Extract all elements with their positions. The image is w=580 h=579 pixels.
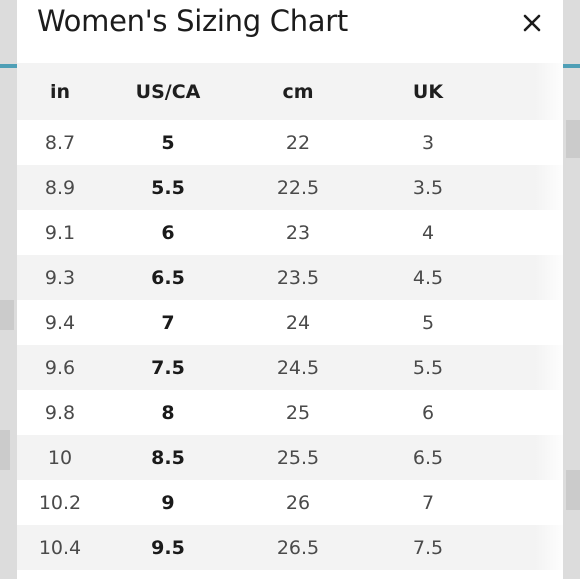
table-row: 8.7 5 22 3: [17, 120, 563, 165]
cell-us-ca: 9: [161, 491, 175, 514]
table-row: 9.3 6.5 23.5 4.5: [17, 255, 563, 300]
cell-in: 10: [47, 446, 73, 469]
table-row: 9.8 8 25 6: [17, 390, 563, 435]
cell-in: 9.1: [44, 221, 76, 244]
cell-us-ca: 5.5: [151, 176, 185, 199]
cell-overflow: [493, 525, 563, 570]
cell-cm: 22: [285, 131, 311, 154]
cell-uk: 5.5: [412, 356, 444, 379]
cell-us-ca: 5: [161, 131, 175, 154]
cell-uk: 6.5: [412, 446, 444, 469]
cell-cm: 24.5: [276, 356, 320, 379]
cell-us-ca: 8: [161, 401, 175, 424]
cell-cm: 24: [285, 311, 311, 334]
cell-overflow: [493, 120, 563, 165]
cell-us-ca: 7.5: [151, 356, 185, 379]
cell-overflow: [493, 300, 563, 345]
background-element: [566, 120, 580, 158]
table-row: 10.4 9.5 26.5 7.5: [17, 525, 563, 570]
cell-overflow: [493, 210, 563, 255]
column-header-uk: UK: [412, 80, 444, 103]
cell-uk: 4: [421, 221, 435, 244]
cell-overflow: [493, 345, 563, 390]
cell-overflow: [493, 480, 563, 525]
close-icon: [523, 14, 541, 32]
cell-us-ca: 7: [161, 311, 175, 334]
background-element: [0, 430, 10, 470]
sizing-table: in US/CA cm UK 8.7 5 22 3 8.9 5.5 22.5 3.5 9.1 6 2…: [17, 63, 563, 570]
table-row: 8.9 5.5 22.5 3.5: [17, 165, 563, 210]
cell-overflow: [493, 390, 563, 435]
cell-cm: 23: [285, 221, 311, 244]
column-header-us-ca: US/CA: [135, 80, 201, 103]
table-row: 9.4 7 24 5: [17, 300, 563, 345]
table-row: 9.6 7.5 24.5 5.5: [17, 345, 563, 390]
table-row: 10 8.5 25.5 6.5: [17, 435, 563, 480]
cell-uk: 5: [421, 311, 435, 334]
cell-uk: 3.5: [412, 176, 444, 199]
cell-cm: 25.5: [276, 446, 320, 469]
column-header-overflow: [493, 63, 563, 120]
cell-uk: 6: [421, 401, 435, 424]
cell-in: 9.8: [44, 401, 76, 424]
cell-in: 8.9: [44, 176, 76, 199]
cell-cm: 25: [285, 401, 311, 424]
cell-cm: 26: [285, 491, 311, 514]
cell-us-ca: 9.5: [151, 536, 185, 559]
cell-us-ca: 6: [161, 221, 175, 244]
table-row: 9.1 6 23 4: [17, 210, 563, 255]
cell-uk: 7.5: [412, 536, 444, 559]
cell-us-ca: 6.5: [151, 266, 185, 289]
cell-in: 10.4: [38, 536, 82, 559]
cell-overflow: [493, 435, 563, 480]
background-element: [0, 300, 14, 330]
table-header-row: in US/CA cm UK: [17, 63, 563, 120]
column-header-cm: cm: [282, 80, 314, 103]
cell-in: 9.3: [44, 266, 76, 289]
cell-cm: 23.5: [276, 266, 320, 289]
background-element: [566, 470, 580, 510]
cell-overflow: [493, 255, 563, 300]
cell-uk: 4.5: [412, 266, 444, 289]
sizing-chart-modal: Women's Sizing Chart in US/CA cm UK 8: [17, 0, 563, 579]
cell-cm: 22.5: [276, 176, 320, 199]
column-header-in: in: [49, 80, 71, 103]
cell-in: 9.4: [44, 311, 76, 334]
modal-header: Women's Sizing Chart: [17, 0, 563, 60]
close-button[interactable]: [519, 10, 545, 36]
cell-uk: 7: [421, 491, 435, 514]
cell-cm: 26.5: [276, 536, 320, 559]
cell-in: 10.2: [38, 491, 82, 514]
cell-uk: 3: [421, 131, 435, 154]
cell-in: 9.6: [44, 356, 76, 379]
table-row: 10.2 9 26 7: [17, 480, 563, 525]
cell-overflow: [493, 165, 563, 210]
cell-us-ca: 8.5: [151, 446, 185, 469]
modal-title: Women's Sizing Chart: [37, 4, 348, 38]
cell-in: 8.7: [44, 131, 76, 154]
